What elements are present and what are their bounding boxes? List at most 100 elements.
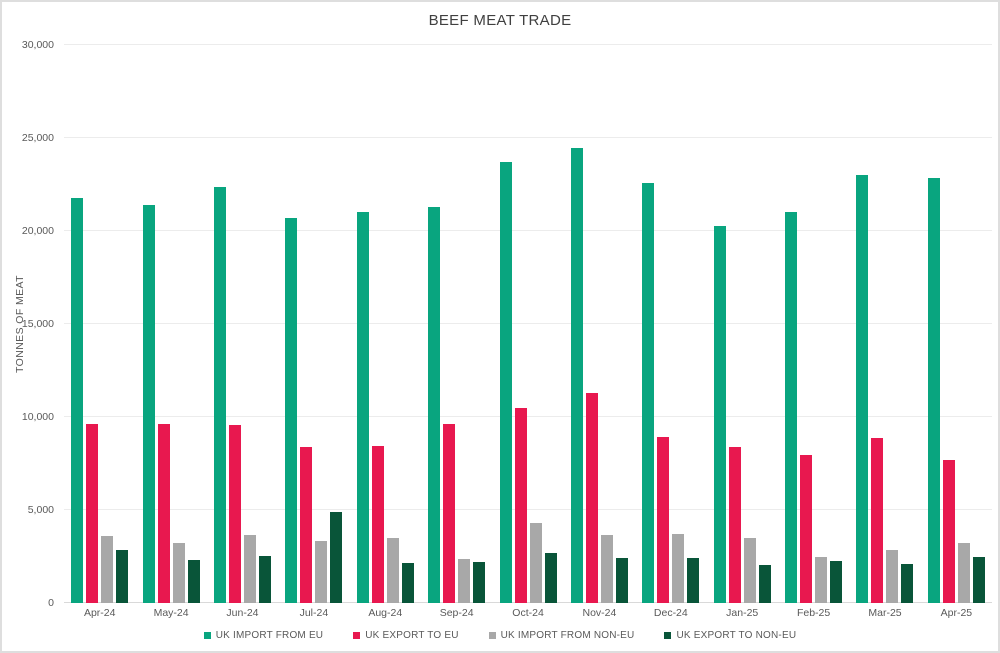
bar-group-apr-25 [921, 45, 992, 603]
bar-group-feb-25 [778, 45, 849, 603]
bar-uk-import-from-eu-sep-24 [428, 206, 441, 603]
bar-uk-import-from-non-eu-sep-24 [458, 559, 471, 603]
legend-swatch-icon [203, 632, 211, 639]
bar-uk-export-to-non-eu-mar-25 [901, 563, 914, 603]
x-tick-label-aug-24: Aug-24 [368, 607, 403, 619]
x-tick-label-sep-24: Sep-24 [439, 607, 474, 619]
bar-group-jan-25 [707, 45, 778, 603]
bar-group-mar-25 [849, 45, 920, 603]
gridline-10000 [64, 416, 992, 417]
bar-uk-import-from-non-eu-jul-24 [315, 540, 328, 603]
y-tick-label-20000: 20,000 [21, 225, 54, 237]
bar-uk-import-from-eu-jun-24 [213, 187, 226, 603]
bar-uk-import-from-non-eu-apr-25 [957, 542, 970, 603]
legend-swatch-icon [488, 632, 496, 639]
bar-uk-export-to-non-eu-jun-24 [258, 555, 271, 603]
legend-item-uk-export-to-eu: UK EXPORT TO EU [353, 630, 458, 641]
bar-uk-export-to-eu-aug-24 [371, 445, 384, 603]
gridline-5000 [64, 509, 992, 510]
bar-uk-export-to-non-eu-jul-24 [330, 511, 343, 603]
bar-uk-export-to-non-eu-aug-24 [401, 563, 414, 603]
bar-uk-export-to-eu-apr-25 [942, 459, 955, 603]
bar-uk-import-from-eu-jul-24 [285, 217, 298, 603]
bar-uk-import-from-non-eu-feb-25 [815, 557, 828, 603]
bar-uk-import-from-non-eu-jun-24 [243, 535, 256, 603]
x-tick-label-jan-25: Jan-25 [726, 607, 759, 619]
x-tick-label-mar-25: Mar-25 [868, 607, 902, 619]
legend-swatch-icon [664, 632, 672, 639]
bar-group-sep-24 [421, 45, 492, 603]
x-tick-label-apr-24: Apr-24 [83, 607, 116, 619]
gridline-30000 [64, 44, 992, 45]
legend-label: UK EXPORT TO NON-EU [676, 630, 797, 641]
legend-swatch-icon [353, 632, 361, 639]
x-tick-label-jun-24: Jun-24 [226, 607, 259, 619]
legend-label: UK IMPORT FROM NON-EU [500, 630, 635, 641]
bar-uk-import-from-eu-apr-25 [927, 178, 940, 603]
bar-uk-export-to-non-eu-may-24 [187, 560, 200, 603]
bar-uk-import-from-eu-apr-24 [71, 197, 84, 603]
bar-uk-export-to-eu-apr-24 [86, 423, 99, 603]
bar-uk-export-to-eu-nov-24 [585, 392, 598, 603]
bar-uk-import-from-non-eu-aug-24 [386, 537, 399, 603]
bar-uk-export-to-non-eu-sep-24 [473, 562, 486, 603]
y-tick-label-15000: 15,000 [21, 318, 54, 330]
bar-group-jun-24 [207, 45, 278, 603]
bar-uk-export-to-eu-jun-24 [228, 425, 241, 603]
legend-item-uk-export-to-non-eu: UK EXPORT TO NON-EU [664, 630, 796, 641]
bar-uk-import-from-non-eu-nov-24 [600, 535, 613, 603]
y-tick-label-30000: 30,000 [21, 39, 54, 51]
bar-uk-import-from-non-eu-mar-25 [886, 550, 899, 603]
y-tick-label-0: 0 [48, 597, 54, 609]
bar-uk-import-from-eu-may-24 [142, 204, 155, 603]
bar-uk-export-to-eu-jan-25 [728, 446, 741, 603]
y-tick-label-5000: 5,000 [27, 504, 54, 516]
bar-uk-import-from-eu-nov-24 [570, 148, 583, 603]
x-tick-label-oct-24: Oct-24 [512, 607, 544, 619]
bar-uk-export-to-eu-sep-24 [443, 424, 456, 603]
x-tick-label-feb-25: Feb-25 [796, 607, 831, 619]
gridline-20000 [64, 230, 992, 231]
bar-uk-import-from-eu-oct-24 [499, 162, 512, 603]
legend: UK IMPORT FROM EU UK EXPORT TO EU UK IMPOR… [2, 630, 998, 641]
chart-title: BEEF MEAT TRADE [428, 12, 572, 29]
bar-uk-import-from-non-eu-dec-24 [672, 534, 685, 603]
bar-uk-export-to-eu-mar-25 [871, 438, 884, 603]
bar-uk-export-to-eu-dec-24 [657, 436, 670, 603]
plot-area [64, 44, 992, 603]
bars-container [64, 45, 992, 603]
y-tick-label-10000: 10,000 [21, 411, 54, 423]
x-axis-labels: Apr-24 May-24 Jun-24 Jul-24 Aug-24 Sep-24 Oct-… [64, 607, 992, 619]
bar-uk-export-to-non-eu-apr-25 [972, 557, 985, 603]
legend-item-uk-import-from-eu: UK IMPORT FROM EU [203, 630, 324, 641]
legend-label: UK IMPORT FROM EU [215, 630, 324, 641]
x-tick-label-jul-24: Jul-24 [299, 607, 329, 619]
bar-group-dec-24 [635, 45, 706, 603]
x-tick-label-apr-25: Apr-25 [940, 607, 973, 619]
legend-label: UK EXPORT TO EU [365, 630, 459, 641]
bar-group-nov-24 [564, 45, 635, 603]
bar-group-oct-24 [492, 45, 563, 603]
bar-uk-import-from-eu-feb-25 [785, 212, 798, 603]
x-tick-label-nov-24: Nov-24 [582, 607, 617, 619]
bar-uk-import-from-non-eu-jan-25 [743, 537, 756, 603]
bar-uk-import-from-non-eu-may-24 [172, 542, 185, 603]
bar-uk-export-to-non-eu-feb-25 [830, 561, 843, 603]
bar-group-aug-24 [350, 45, 421, 603]
bar-uk-export-to-non-eu-dec-24 [687, 558, 700, 603]
gridline-15000 [64, 323, 992, 324]
bar-uk-export-to-non-eu-jan-25 [758, 564, 771, 603]
bar-uk-export-to-non-eu-oct-24 [544, 552, 557, 603]
bar-uk-export-to-eu-oct-24 [514, 407, 527, 603]
bar-uk-import-from-eu-mar-25 [856, 175, 869, 603]
legend-item-uk-import-from-non-eu: UK IMPORT FROM NON-EU [488, 630, 635, 641]
bar-uk-export-to-eu-feb-25 [800, 455, 813, 603]
bar-uk-export-to-non-eu-apr-24 [116, 550, 129, 603]
x-tick-label-may-24: May-24 [153, 607, 189, 619]
x-tick-label-dec-24: Dec-24 [653, 607, 688, 619]
bar-uk-import-from-eu-aug-24 [356, 212, 369, 603]
bar-group-may-24 [135, 45, 206, 603]
bar-uk-export-to-eu-may-24 [157, 423, 170, 603]
y-axis-ticks: 0 5,000 10,000 15,000 20,000 25,000 30,000 [2, 39, 58, 609]
